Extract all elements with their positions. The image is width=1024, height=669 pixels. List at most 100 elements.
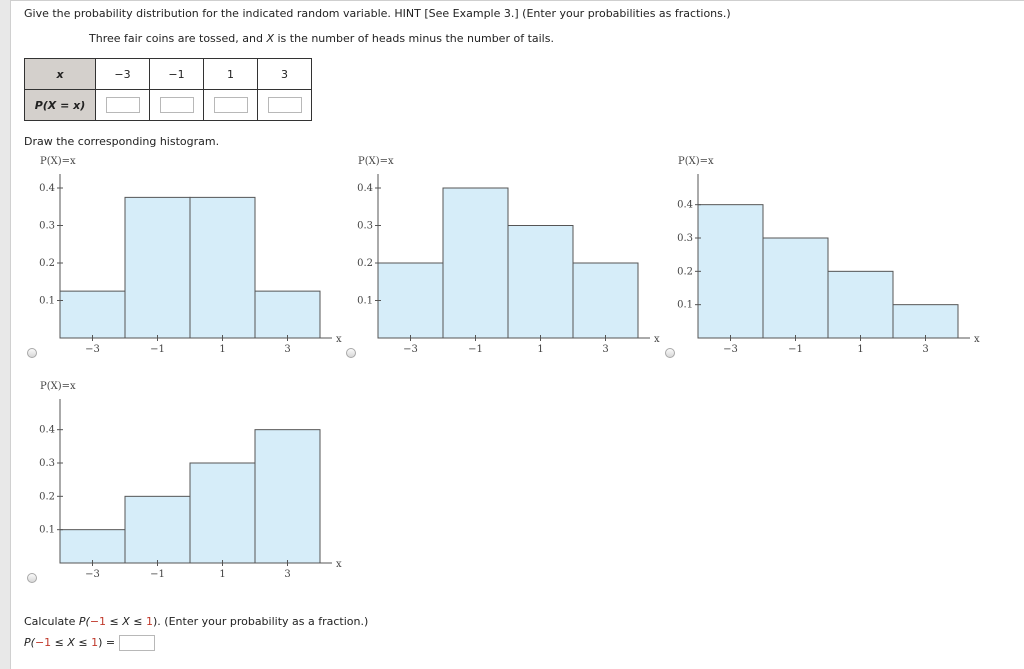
probability-input-neg3[interactable] [105, 97, 140, 113]
calc-expr-post: ) = [98, 636, 116, 649]
x-value-cell: 1 [203, 58, 258, 90]
histogram-instruction: Draw the corresponding histogram. [24, 135, 220, 148]
distribution-table: x −3 −1 1 3 P(X = x) [24, 58, 312, 121]
histogram-bar [827, 270, 894, 339]
histogram-a-svg: P(X)=x 0.1 0.2 0.3 0.4 −3 −1 1 3 x [39, 156, 342, 355]
histogram-d-svg: P(X)=x 0.1 0.2 0.3 0.4 −3 −1 1 3 x [39, 381, 342, 580]
y-tick-label: 0.1 [39, 525, 55, 536]
probability-input-3[interactable] [267, 97, 302, 113]
histogram-bar [59, 290, 126, 339]
y-tick-label: 0.3 [677, 233, 693, 244]
x-tick-label: 3 [602, 344, 608, 355]
histogram-option-d-radio[interactable] [27, 573, 37, 583]
y-tick-label: 0.3 [39, 458, 55, 469]
y-tick-label: 0.4 [39, 425, 55, 436]
probability-input-1[interactable] [213, 97, 248, 113]
probability-row: P(X = x) [24, 89, 312, 121]
x-value-cell: 3 [257, 58, 312, 90]
subtitle-text-pre: Three fair coins are tossed, and [89, 32, 267, 45]
x-tick-label: −3 [403, 344, 418, 355]
y-tick-label: 0.2 [677, 266, 693, 277]
x-tick-label: 1 [537, 344, 543, 355]
subtitle-variable: X [266, 32, 274, 45]
calc-expr-rel1: ≤ [51, 636, 68, 649]
x-value-cell: −3 [95, 58, 150, 90]
y-tick-label: 0.2 [39, 491, 55, 502]
probability-header: P(X = x) [24, 89, 96, 121]
x-axis-label: x [974, 334, 980, 345]
y-tick-label: 0.1 [677, 300, 693, 311]
x-axis-label: x [336, 334, 342, 345]
probability-answer-input[interactable] [119, 635, 155, 651]
histogram-bar [254, 429, 321, 564]
y-tick-label: 0.3 [357, 221, 373, 232]
histogram-bar [254, 290, 321, 339]
calc-expr-upper-bound: 1 [91, 636, 99, 649]
x-row: x −3 −1 1 3 [24, 58, 312, 90]
calc-expr-variable: X [67, 636, 75, 649]
histogram-bar [124, 495, 191, 564]
y-tick-label: 0.1 [39, 296, 55, 307]
probability-cell [257, 89, 312, 121]
y-axis-label: P(X)=x [678, 156, 714, 167]
calc-expr-p: P( [24, 636, 35, 649]
histogram-b-svg: P(X)=x 0.1 0.2 0.3 0.4 −3 −1 1 3 x [357, 156, 660, 355]
calculate-instruction: Calculate P(−1 ≤ X ≤ 1). (Enter your pro… [24, 615, 368, 628]
x-tick-label: 1 [857, 344, 863, 355]
histogram-option-b-radio[interactable] [346, 348, 356, 358]
histogram-bar [442, 187, 509, 339]
y-tick-label: 0.4 [357, 183, 373, 194]
histogram-bar [892, 304, 959, 339]
x-tick-label: −3 [85, 344, 100, 355]
y-tick-label: 0.2 [39, 258, 55, 269]
calc-expr-lower-bound: −1 [34, 636, 52, 649]
question-subtitle: Three fair coins are tossed, and X is th… [89, 32, 554, 45]
histogram-bar [377, 262, 444, 339]
question-title: Give the probability distribution for th… [24, 7, 731, 20]
x-tick-label: −1 [468, 344, 483, 355]
x-header: x [24, 58, 96, 90]
histogram-bar [762, 237, 829, 339]
x-tick-label: −1 [150, 569, 165, 580]
x-tick-label: −1 [150, 344, 165, 355]
histogram-bar [189, 462, 256, 564]
y-tick-label: 0.2 [357, 258, 373, 269]
x-tick-label: 1 [219, 344, 225, 355]
x-axis-label: x [654, 334, 660, 345]
histogram-bar [507, 225, 574, 339]
histogram-bar [189, 196, 256, 339]
x-tick-label: 3 [922, 344, 928, 355]
x-tick-label: 1 [219, 569, 225, 580]
histogram-option-c-radio[interactable] [665, 348, 675, 358]
histogram-option-a: P(X)=x 0.1 0.2 0.3 0.4 −3 −1 1 3 x [24, 150, 344, 355]
probability-cell [203, 89, 258, 121]
y-tick-label: 0.4 [39, 183, 55, 194]
histogram-bar [697, 204, 764, 339]
histogram-bar [59, 529, 126, 564]
calc-label-upper-bound: 1 [146, 615, 154, 628]
y-tick-label: 0.4 [677, 200, 693, 211]
x-tick-label: −3 [85, 569, 100, 580]
histogram-option-b: P(X)=x 0.1 0.2 0.3 0.4 −3 −1 1 3 x [342, 150, 662, 355]
x-value-cell: −1 [149, 58, 204, 90]
x-tick-label: 3 [284, 344, 290, 355]
probability-input-neg1[interactable] [159, 97, 194, 113]
histogram-option-c: P(X)=x 0.1 0.2 0.3 0.4 −3 −1 1 3 x [662, 150, 982, 355]
calc-expr-rel2: ≤ [74, 636, 92, 649]
calc-label-post: ). (Enter your probability as a fraction… [153, 615, 369, 628]
histogram-option-d: P(X)=x 0.1 0.2 0.3 0.4 −3 −1 1 3 x [24, 375, 344, 580]
x-axis-label: x [336, 559, 342, 570]
calc-label-rel1: ≤ [106, 615, 123, 628]
x-tick-label: −1 [788, 344, 803, 355]
histogram-option-a-radio[interactable] [27, 348, 37, 358]
histogram-c-svg: P(X)=x 0.1 0.2 0.3 0.4 −3 −1 1 3 x [677, 156, 980, 355]
x-tick-label: 3 [284, 569, 290, 580]
calc-label-lower-bound: −1 [89, 615, 107, 628]
histogram-bar [572, 262, 639, 339]
calc-label-p: P( [78, 615, 90, 628]
y-axis-label: P(X)=x [40, 156, 76, 167]
top-divider [10, 0, 1024, 1]
probability-cell [149, 89, 204, 121]
probability-cell [95, 89, 150, 121]
y-tick-label: 0.3 [39, 221, 55, 232]
